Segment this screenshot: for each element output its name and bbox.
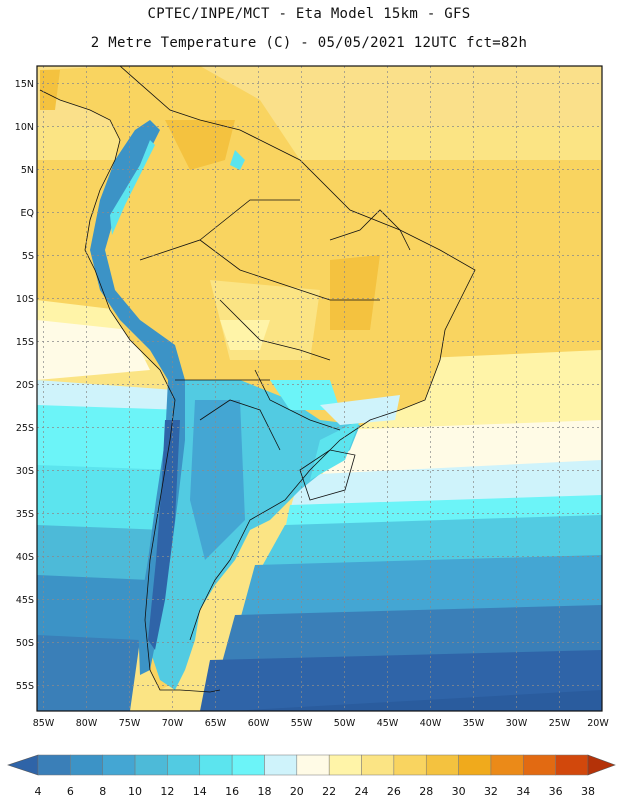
colorbar-label: 34 xyxy=(516,785,530,798)
colorbar-label: 28 xyxy=(419,785,433,798)
colorbar-label: 24 xyxy=(355,785,369,798)
lon-label: 55W xyxy=(291,718,313,729)
longitude-labels: 85W 80W 75W 70W 65W 60W 55W 50W 45W 40W … xyxy=(33,718,610,729)
colorbar-swatch xyxy=(458,754,492,776)
colorbar-swatch xyxy=(167,754,201,776)
lon-label: 85W xyxy=(33,718,55,729)
lat-label: 20S xyxy=(16,380,34,391)
colorbar-swatch xyxy=(393,754,427,776)
lon-label: 65W xyxy=(205,718,227,729)
country-borders xyxy=(39,66,476,693)
colorbar-label: 38 xyxy=(581,785,595,798)
lon-label: 45W xyxy=(377,718,399,729)
lon-label: 35W xyxy=(463,718,485,729)
lat-label: 30S xyxy=(16,466,34,477)
colorbar-swatches xyxy=(7,754,616,776)
colorbar-swatch xyxy=(102,754,136,776)
colorbar-swatch xyxy=(555,754,589,776)
lat-label: 5S xyxy=(22,251,34,262)
colorbar-label: 8 xyxy=(99,785,106,798)
land-warm xyxy=(40,66,475,690)
lon-label: 30W xyxy=(506,718,528,729)
colorbar-label: 10 xyxy=(128,785,142,798)
colorbar-swatch xyxy=(134,754,168,776)
colorbar-swatch xyxy=(296,754,330,776)
colorbar: 4 6 8 10 12 14 16 18 20 22 24 26 28 30 32 34 36 38 xyxy=(7,754,616,798)
colorbar-label: 26 xyxy=(387,785,401,798)
lat-label: 45S xyxy=(16,595,34,606)
colorbar-swatch xyxy=(328,754,362,776)
colorbar-swatch xyxy=(231,754,265,776)
colorbar-arrow-low xyxy=(7,754,39,776)
lat-label: 5N xyxy=(21,165,34,176)
map-frame xyxy=(36,65,603,712)
lon-label: 50W xyxy=(334,718,356,729)
colorbar-label: 20 xyxy=(290,785,304,798)
lon-label: 20W xyxy=(587,718,609,729)
colorbar-label: 12 xyxy=(160,785,174,798)
colorbar-swatch xyxy=(37,754,71,776)
lon-label: 25W xyxy=(549,718,571,729)
temperature-field xyxy=(37,66,602,711)
lat-label: 15N xyxy=(15,79,34,90)
lon-label: 60W xyxy=(248,718,270,729)
lat-label: 50S xyxy=(16,638,34,649)
colorbar-label: 4 xyxy=(35,785,42,798)
lat-label: 40S xyxy=(16,552,34,563)
colorbar-swatch xyxy=(425,754,459,776)
lat-label: 10N xyxy=(15,122,34,133)
colorbar-label: 32 xyxy=(484,785,498,798)
colorbar-label: 14 xyxy=(193,785,207,798)
colorbar-label: 18 xyxy=(257,785,271,798)
colorbar-swatch xyxy=(199,754,233,776)
lon-label: 70W xyxy=(162,718,184,729)
colorbar-swatch xyxy=(264,754,298,776)
lat-label: 15S xyxy=(16,337,34,348)
colorbar-label: 36 xyxy=(549,785,563,798)
title-line-1: CPTEC/INPE/MCT - Eta Model 15km - GFS xyxy=(147,6,471,22)
lon-label: 75W xyxy=(119,718,141,729)
graticule xyxy=(37,66,602,711)
colorbar-swatch xyxy=(70,754,103,776)
colorbar-label: 16 xyxy=(225,785,239,798)
colorbar-swatch xyxy=(523,754,556,776)
colorbar-swatch xyxy=(361,754,395,776)
colorbar-label: 6 xyxy=(67,785,74,798)
lat-label: 35S xyxy=(16,509,34,520)
colorbar-labels: 4 6 8 10 12 14 16 18 20 22 24 26 28 30 32 34 36 38 xyxy=(35,785,596,798)
lat-label: EQ xyxy=(21,208,34,219)
lat-label: 55S xyxy=(16,681,34,692)
colorbar-label: 30 xyxy=(452,785,466,798)
title-line-2: 2 Metre Temperature (C) - 05/05/2021 12U… xyxy=(90,35,528,51)
lon-label: 80W xyxy=(76,718,98,729)
latitude-labels: 15N 10N 5N EQ 5S 10S 15S 20S 25S 30S 35S… xyxy=(15,79,34,692)
colorbar-arrow-high xyxy=(587,754,616,776)
lat-label: 25S xyxy=(16,423,34,434)
colorbar-label: 22 xyxy=(322,785,336,798)
lon-label: 40W xyxy=(420,718,442,729)
colorbar-swatch xyxy=(490,754,524,776)
lat-label: 10S xyxy=(16,294,34,305)
